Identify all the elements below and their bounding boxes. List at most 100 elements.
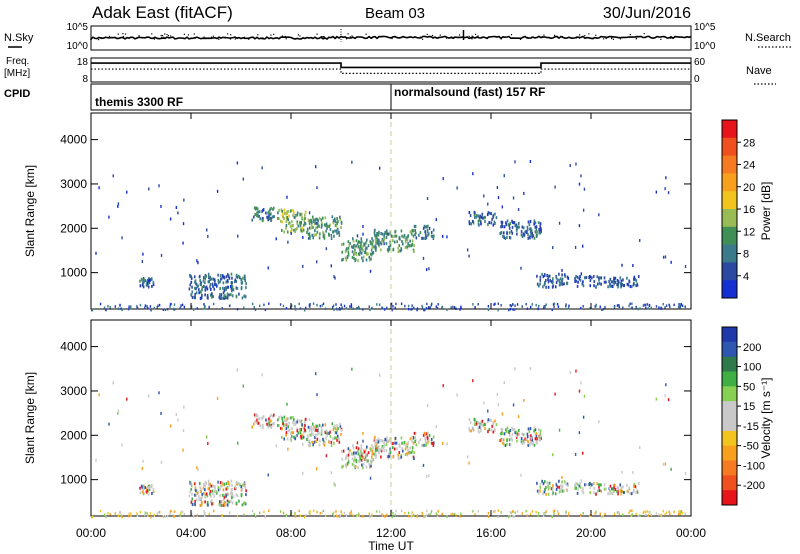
velocity-cell [404, 447, 407, 451]
velocity-cell [362, 431, 364, 435]
power-cell [299, 213, 302, 217]
power-cell [322, 232, 325, 236]
velocity-cell [660, 513, 662, 517]
velocity-cell [294, 422, 296, 426]
velocity-cell [529, 512, 532, 516]
power-cell [201, 293, 203, 297]
velocity-cell [367, 459, 369, 463]
power-cell [426, 230, 429, 234]
power-cell [539, 225, 542, 229]
power-cell [349, 242, 351, 246]
velocity-cell [589, 514, 591, 517]
power-cell [236, 307, 239, 311]
velocity-cell [207, 479, 210, 483]
velocity-cell [501, 412, 504, 416]
power-cell [286, 210, 288, 214]
power-cell [518, 225, 520, 229]
power-cell [619, 282, 622, 286]
velocity-cell [313, 429, 316, 433]
power-cell [525, 229, 527, 233]
power-cell [202, 276, 205, 280]
velocity-cell [563, 489, 565, 493]
colorbar-tick-label: 16 [743, 204, 755, 216]
power-cell [547, 277, 549, 281]
velocity-cell [345, 465, 348, 469]
velocity-cell [665, 383, 667, 387]
power-cell [512, 196, 515, 200]
velocity-cell [190, 484, 193, 488]
nsearch-dot [316, 33, 318, 35]
power-cell [418, 233, 420, 237]
power-cell [538, 231, 541, 235]
velocity-cell [359, 452, 361, 456]
velocity-cell [490, 428, 493, 432]
nsearch-dot [397, 37, 399, 39]
power-cell [589, 284, 592, 288]
power-cell [323, 236, 326, 240]
velocity-cell [158, 391, 160, 395]
nsearch-dot [486, 37, 488, 40]
velocity-cell [354, 455, 356, 459]
velocity-cell [128, 514, 130, 518]
nsearch-dot [471, 35, 473, 37]
power-cell [240, 285, 243, 289]
velocity-cell [204, 493, 207, 497]
power-cell [639, 238, 641, 242]
power-cell [530, 233, 532, 237]
nsearch-dot [592, 38, 594, 40]
power-cell [193, 275, 196, 279]
power-cell [200, 283, 202, 287]
velocity-cell [487, 511, 490, 515]
nsearch-dot [214, 36, 216, 39]
velocity-cell [411, 449, 414, 453]
velocity-cell [585, 482, 588, 486]
power-cell [460, 305, 462, 309]
power-cell [512, 308, 514, 311]
power-cell [314, 229, 316, 233]
velocity-cell [378, 373, 381, 377]
velocity-cell [261, 423, 264, 427]
power-cell [277, 217, 279, 221]
velocity-cell [664, 394, 666, 398]
power-cell [324, 224, 327, 228]
velocity-cell [190, 487, 193, 491]
velocity-cell [558, 479, 560, 483]
power-cell [198, 288, 200, 292]
power-cell [514, 304, 516, 307]
velocity-cell [222, 482, 224, 486]
velocity-cell [525, 509, 527, 513]
power-cell [347, 250, 350, 254]
power-cell [310, 223, 313, 227]
velocity-cell [582, 415, 585, 419]
velocity-cell [617, 487, 620, 491]
velocity-cell [568, 511, 570, 515]
velocity-cell [495, 423, 498, 427]
velocity-cell [322, 439, 325, 443]
velocity-cell [427, 513, 430, 516]
nsearch-dot [643, 33, 645, 35]
velocity-cell [477, 421, 480, 425]
velocity-cell [436, 513, 439, 517]
velocity-cell [150, 515, 152, 519]
velocity-cell [479, 427, 482, 431]
velocity-cell [622, 513, 624, 516]
velocity-cell [191, 503, 194, 507]
velocity-cell [681, 511, 684, 515]
power-cell [201, 288, 203, 292]
power-cell [516, 227, 518, 231]
velocity-cell [533, 429, 535, 433]
velocity-cell [668, 510, 670, 514]
velocity-cell [522, 439, 525, 443]
power-cell [204, 288, 207, 292]
power-cell [470, 222, 472, 226]
power-cell [281, 220, 283, 224]
power-cell [468, 210, 471, 214]
velocity-cell [269, 415, 271, 419]
velocity-cell [371, 449, 374, 453]
beam-title: Beam 03 [365, 5, 425, 22]
power-cell [278, 208, 280, 212]
velocity-cell [487, 515, 490, 519]
velocity-cell [117, 514, 120, 517]
power-cell [144, 279, 147, 283]
x-tick-label: 16:00 [476, 526, 506, 540]
